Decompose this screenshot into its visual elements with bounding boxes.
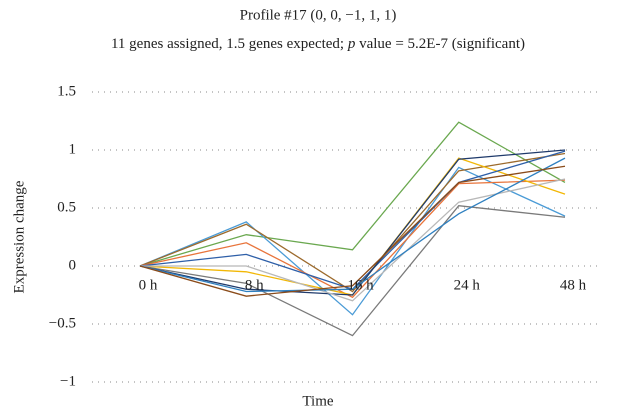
series-line [139, 204, 566, 337]
x-tick-label: 8 h [245, 277, 264, 293]
subtitle-part: value = 5.2E-7 (significant) [355, 36, 525, 52]
chart-title: Profile #17 (0, 0, −1, 1, 1) [240, 7, 397, 23]
y-tick-label: −0.5 [49, 315, 76, 331]
x-axis-title: Time [302, 393, 333, 409]
y-axis-title: Expression change [11, 180, 27, 293]
y-tick-label: −1 [60, 373, 76, 389]
y-tick-label: 0.5 [57, 199, 76, 215]
x-tick-label: 24 h [454, 277, 481, 293]
y-tick-label: 1 [69, 141, 77, 157]
series-line [139, 157, 566, 293]
subtitle-part: p [347, 36, 356, 52]
series-line [139, 157, 566, 296]
x-tick-label: 48 h [560, 277, 587, 293]
series-line [139, 152, 566, 293]
y-tick-label: 0 [69, 257, 77, 273]
series-line [139, 166, 566, 316]
series-line [140, 178, 566, 302]
x-tick-label: 0 h [139, 277, 158, 293]
series-line [139, 179, 566, 299]
series-line [139, 149, 566, 296]
series-line [139, 121, 566, 267]
subtitle-part: 11 genes assigned, 1.5 genes expected; [111, 36, 348, 52]
y-tick-label: 1.5 [57, 83, 76, 99]
series-line [139, 165, 566, 297]
x-tick-label: 16 h [347, 277, 374, 293]
chart-subtitle: 11 genes assigned, 1.5 genes expected; p… [111, 36, 525, 52]
